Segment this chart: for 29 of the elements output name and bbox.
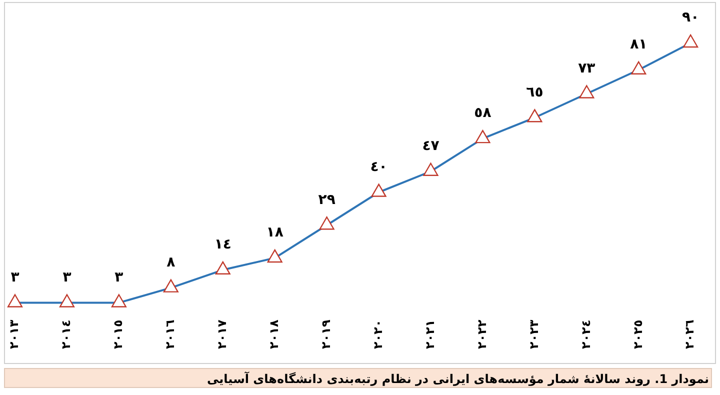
- x-tick-label: ٢٠٢٢: [474, 319, 489, 349]
- text: نمودار 1. روند سالانهٔ شمار مؤسسه‌های ایرانی در نظام رتبه‌بندی دانشگاه‌های آسیایی: [4, 368, 712, 388]
- x-tick-label: ٢٠١٦: [163, 320, 178, 349]
- x-tick-label: ٢٠٢٤: [578, 320, 593, 349]
- data-label: ١٤: [214, 236, 232, 253]
- data-label: ٩٠: [682, 10, 700, 26]
- data-label: ١٨: [266, 224, 284, 241]
- x-tick-label: ٢٠١٥: [111, 320, 126, 349]
- data-label: ٨: [166, 254, 176, 270]
- data-label: ٨١: [630, 36, 648, 53]
- x-tick-label: ٢٠١٩: [318, 319, 333, 349]
- data-label: ٣: [10, 269, 20, 286]
- data-label: ٧٣: [578, 60, 596, 76]
- data-label: ٥٨: [474, 105, 492, 122]
- data-label: ٤٧: [422, 138, 440, 154]
- x-tick-label: ٢٠١٣: [7, 319, 22, 349]
- x-tick-label: ٢٠٢١: [422, 320, 437, 349]
- x-tick-label: ٢٠١٨: [266, 319, 281, 349]
- data-label: ٢٩: [318, 192, 336, 208]
- x-tick-label: ٢٠٢٦: [682, 320, 697, 349]
- data-label: ٣: [114, 269, 124, 286]
- x-tick-label: ٢٠٢٥: [630, 320, 645, 349]
- x-tick-label: ٢٠١٧: [215, 319, 229, 349]
- data-label: ٤٠: [370, 158, 388, 175]
- x-tick-label: ٢٠١٤: [59, 320, 74, 349]
- data-label: ٦٥: [526, 84, 544, 100]
- x-tick-label: ٢٠٢٣: [526, 319, 541, 349]
- data-label: ٣: [62, 269, 72, 286]
- x-tick-label: ٢٠٢٠: [370, 320, 385, 349]
